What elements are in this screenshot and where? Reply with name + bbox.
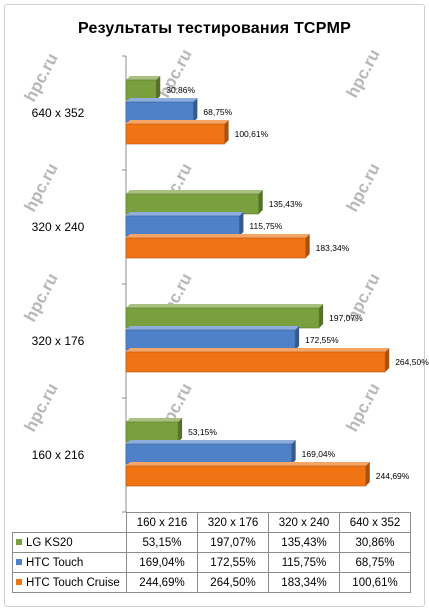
- legend-label: HTC Touch: [26, 556, 84, 569]
- legend-swatch: [16, 558, 22, 565]
- bar-top-face: [126, 190, 263, 194]
- table-cell: 264,50%: [197, 572, 269, 593]
- bar-top-face: [126, 76, 161, 80]
- table-header-cell: 320 x 240: [268, 512, 340, 533]
- bar: [125, 351, 386, 373]
- watermark-text: hpc.ru: [343, 160, 384, 215]
- bar-side-face: [295, 326, 300, 350]
- table-cell: 100,61%: [339, 572, 411, 593]
- table-cell: 197,07%: [197, 532, 269, 553]
- watermark-text: hpc.ru: [343, 46, 384, 101]
- table-header-cell: 640 x 352: [339, 512, 411, 533]
- table-cell: 115,75%: [268, 552, 340, 573]
- category-label: 160 x 216: [32, 448, 85, 462]
- bar: [125, 123, 225, 145]
- bar-side-face: [385, 348, 390, 372]
- bar-side-face: [291, 440, 296, 464]
- data-label: 169,04%: [302, 449, 336, 459]
- data-label: 172,55%: [305, 335, 339, 345]
- category-label: 320 x 240: [32, 220, 85, 234]
- legend-swatch: [16, 578, 22, 585]
- bar-top-face: [126, 418, 183, 422]
- table-cell: 172,55%: [197, 552, 269, 573]
- bar-side-face: [156, 76, 161, 100]
- table-cell: 135,43%: [268, 532, 340, 553]
- chart-title: Результаты тестирования TCPMP: [78, 20, 351, 37]
- bar-side-face: [178, 418, 183, 442]
- watermark-text: hpc.ru: [21, 160, 62, 215]
- watermark-text: hpc.ru: [343, 380, 384, 435]
- bar: [125, 307, 320, 329]
- bar-top-face: [126, 326, 300, 330]
- data-label: 135,43%: [269, 199, 303, 209]
- data-label: 183,34%: [316, 243, 350, 253]
- bar-top-face: [126, 462, 370, 466]
- bar: [125, 421, 179, 443]
- bar-side-face: [305, 234, 310, 258]
- bar-side-face: [193, 98, 198, 122]
- data-label: 115,75%: [249, 221, 282, 231]
- table-cell: 30,86%: [339, 532, 411, 553]
- bar-side-face: [319, 304, 324, 328]
- legend-swatch: [16, 538, 22, 545]
- data-label: 68,75%: [203, 107, 232, 117]
- bar-top-face: [126, 348, 390, 352]
- legend-label: HTC Touch Cruise: [26, 576, 120, 589]
- legend-cell: LG KS20: [12, 532, 127, 553]
- data-label: 264,50%: [395, 357, 429, 367]
- table-row: LG KS20 53,15% 197,07% 135,43% 30,86%: [12, 532, 411, 553]
- bar-top-face: [126, 120, 229, 124]
- watermark-text: hpc.ru: [21, 380, 62, 435]
- legend-cell: HTC Touch Cruise: [12, 572, 127, 593]
- table-header-row: 160 x 216 320 x 176 320 x 240 640 x 352: [12, 512, 411, 533]
- bar-top-face: [126, 304, 324, 308]
- data-label: 197,07%: [329, 313, 363, 323]
- bar-side-face: [365, 462, 370, 486]
- bar: [125, 215, 240, 237]
- bar: [125, 101, 194, 123]
- bar-top-face: [126, 234, 310, 238]
- table-cell: 183,34%: [268, 572, 340, 593]
- bar: [125, 237, 306, 259]
- legend-label: LG KS20: [26, 536, 73, 549]
- table-cell: 68,75%: [339, 552, 411, 573]
- bar-side-face: [224, 120, 229, 144]
- bar: [125, 329, 296, 351]
- table-row: HTC Touch 169,04% 172,55% 115,75% 68,75%: [12, 552, 411, 573]
- table-row: HTC Touch Cruise 244,69% 264,50% 183,34%…: [12, 572, 411, 593]
- bar: [125, 79, 157, 101]
- table-cell: 53,15%: [126, 532, 198, 553]
- data-label: 53,15%: [188, 427, 217, 437]
- table-cell: 169,04%: [126, 552, 198, 573]
- data-table: 160 x 216 320 x 176 320 x 240 640 x 352 …: [12, 512, 411, 593]
- bar-top-face: [126, 98, 198, 102]
- category-label: 320 x 176: [32, 334, 85, 348]
- bar-top-face: [126, 212, 244, 216]
- watermark-text: hpc.ru: [21, 50, 62, 105]
- table-cell: 244,69%: [126, 572, 198, 593]
- table-header-cell: 160 x 216: [126, 512, 198, 533]
- table-header-cell: 320 x 176: [197, 512, 269, 533]
- table-corner: [12, 512, 127, 533]
- data-label: 30,86%: [166, 85, 195, 95]
- bar: [125, 443, 292, 465]
- data-label: 244,69%: [376, 471, 410, 481]
- legend-cell: HTC Touch: [12, 552, 127, 573]
- bar: [125, 193, 260, 215]
- watermark-text: hpc.ru: [21, 270, 62, 325]
- bar: [125, 465, 367, 487]
- bar-side-face: [258, 190, 263, 214]
- bar-top-face: [126, 440, 296, 444]
- category-label: 640 x 352: [32, 106, 85, 120]
- bar-side-face: [239, 212, 244, 236]
- data-label: 100,61%: [235, 129, 269, 139]
